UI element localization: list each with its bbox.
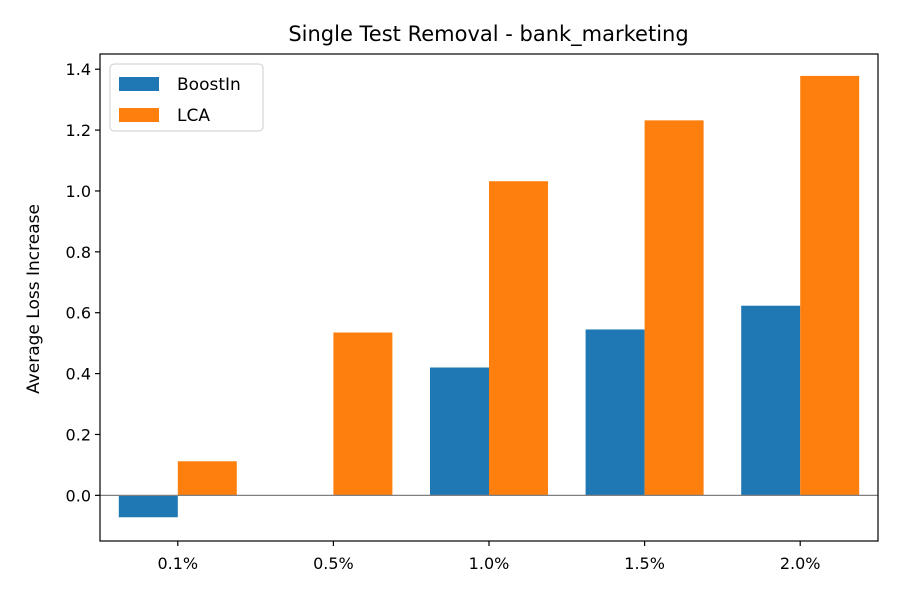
y-tick-label: 1.2: [66, 121, 91, 140]
legend-swatch-boostin: [119, 77, 159, 91]
y-tick-label: 1.0: [66, 182, 91, 201]
x-tick-label: 1.0%: [469, 554, 510, 573]
y-tick-label: 0.8: [66, 243, 91, 262]
bar-lca-2: [333, 332, 393, 496]
x-tick-label: 0.1%: [157, 554, 198, 573]
y-tick-label: 0.6: [66, 304, 91, 323]
legend: BoostIn LCA: [109, 63, 264, 132]
y-tick-label: 0.4: [66, 365, 91, 384]
x-tick-label: 0.5%: [313, 554, 354, 573]
bar-boostin-1: [118, 495, 178, 518]
y-axis-label: Average Loss Increase: [24, 204, 44, 394]
y-tick-label: 1.4: [66, 60, 91, 79]
legend-swatch-lca: [119, 108, 159, 122]
bar-boostin-3: [430, 367, 489, 496]
bar-lca-4: [644, 120, 704, 496]
x-tick-label: 1.5%: [624, 554, 665, 573]
y-tick-label: 0.0: [66, 486, 91, 505]
bar-lca-3: [489, 181, 548, 496]
plot-area: 0.0 0.2 0.4 0.6 0.8 1.0 1.2 1.4 0.1% 0.5% 1.0% 1.5%…: [66, 53, 879, 573]
y-tick-label: 0.2: [66, 425, 91, 444]
bar-lca-5: [800, 75, 860, 496]
legend-label-boostin: BoostIn: [177, 75, 241, 95]
bar-boostin-4: [585, 329, 645, 496]
chart-title: Single Test Removal - bank_marketing: [288, 22, 688, 47]
bar-lca-1: [177, 461, 237, 496]
legend-label-lca: LCA: [177, 106, 210, 126]
x-tick-label: 2.0%: [780, 554, 821, 573]
bar-boostin-5: [741, 305, 801, 496]
